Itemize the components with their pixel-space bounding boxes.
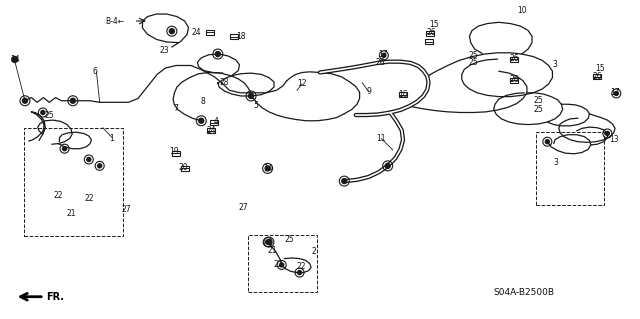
Text: 3: 3 (552, 60, 557, 69)
Circle shape (614, 92, 618, 95)
Text: 21: 21 (268, 246, 278, 255)
Bar (207, 129, 216, 133)
Text: 25: 25 (44, 111, 54, 120)
Circle shape (605, 131, 609, 136)
Text: 5: 5 (253, 101, 259, 110)
Text: B-4←: B-4← (105, 17, 124, 26)
Circle shape (98, 164, 102, 168)
Text: 27: 27 (239, 203, 248, 212)
Text: 27: 27 (121, 205, 131, 214)
Text: 24: 24 (191, 28, 201, 37)
Text: 13: 13 (609, 135, 619, 144)
Text: 18: 18 (236, 32, 246, 41)
Circle shape (298, 271, 301, 275)
Text: 20: 20 (179, 163, 188, 172)
Circle shape (265, 166, 270, 171)
Text: 16: 16 (398, 90, 408, 99)
Text: 24: 24 (207, 126, 216, 135)
Bar (536, 131, 604, 204)
Text: 26: 26 (509, 54, 519, 63)
Text: 19: 19 (170, 147, 179, 156)
Text: 17: 17 (378, 49, 387, 59)
Text: 25: 25 (534, 96, 543, 105)
Text: 1: 1 (109, 134, 114, 143)
Circle shape (199, 118, 204, 123)
Bar (206, 30, 214, 35)
Text: 4: 4 (214, 117, 219, 126)
Text: 8: 8 (200, 97, 205, 106)
Circle shape (266, 240, 271, 245)
Circle shape (545, 140, 549, 144)
Bar (510, 78, 518, 83)
Text: 26: 26 (426, 28, 436, 37)
Circle shape (215, 52, 220, 56)
Text: 22: 22 (273, 260, 283, 269)
Bar (593, 74, 601, 79)
Text: FR.: FR. (46, 292, 64, 302)
Circle shape (70, 98, 76, 103)
Text: 12: 12 (298, 79, 307, 88)
Text: 28: 28 (220, 78, 229, 86)
Text: 25: 25 (468, 51, 478, 60)
Circle shape (266, 240, 269, 244)
Text: 26: 26 (375, 58, 385, 67)
Text: 25: 25 (534, 106, 543, 115)
Text: 17: 17 (610, 88, 620, 97)
Text: 3: 3 (554, 158, 559, 167)
Bar (426, 31, 434, 36)
Text: 21: 21 (66, 209, 76, 218)
Text: 22: 22 (84, 194, 93, 203)
Circle shape (248, 93, 253, 99)
Bar (210, 120, 218, 125)
Bar (230, 34, 239, 39)
Circle shape (12, 56, 18, 63)
Text: 7: 7 (173, 104, 178, 113)
Text: 11: 11 (376, 134, 386, 143)
Bar (510, 57, 518, 62)
Text: 15: 15 (429, 20, 438, 29)
Bar (399, 92, 407, 97)
Circle shape (382, 53, 386, 57)
Bar (172, 151, 180, 156)
Circle shape (342, 179, 347, 184)
Text: S04A-B2500B: S04A-B2500B (494, 288, 555, 297)
Bar (248, 235, 317, 292)
Text: 23: 23 (159, 46, 169, 55)
Text: 25: 25 (468, 58, 478, 67)
Bar (180, 166, 189, 171)
Bar (24, 128, 123, 236)
Circle shape (170, 29, 174, 34)
Text: 9: 9 (366, 87, 371, 96)
Circle shape (385, 163, 390, 168)
Text: 2: 2 (311, 247, 316, 256)
Text: 22: 22 (53, 191, 63, 200)
Text: 10: 10 (517, 6, 527, 15)
Text: 14: 14 (10, 55, 20, 64)
Bar (424, 40, 433, 44)
Circle shape (63, 147, 67, 151)
Circle shape (22, 98, 28, 103)
Text: 6: 6 (93, 67, 98, 76)
Circle shape (41, 110, 45, 115)
Text: 26: 26 (593, 72, 602, 81)
Text: 26: 26 (509, 75, 519, 84)
Circle shape (280, 263, 284, 267)
Text: 22: 22 (296, 262, 305, 271)
Text: 14: 14 (263, 164, 273, 173)
Circle shape (87, 158, 91, 161)
Text: 25: 25 (285, 235, 294, 244)
Text: 15: 15 (595, 63, 605, 72)
